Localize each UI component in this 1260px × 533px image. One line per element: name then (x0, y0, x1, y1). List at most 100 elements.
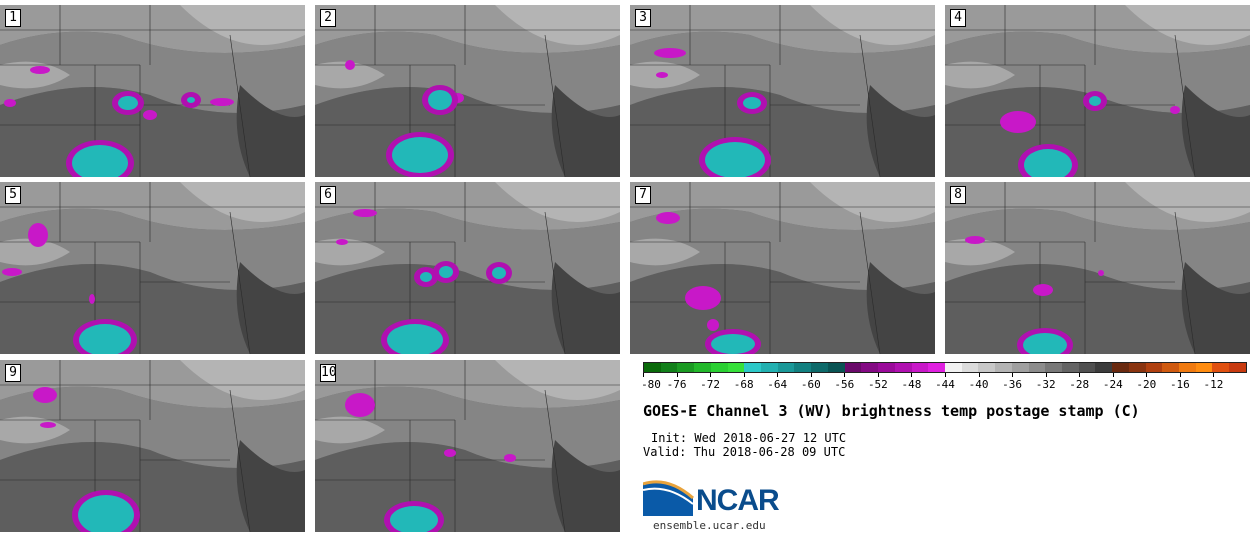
panel-number-label: 3 (635, 9, 651, 27)
wv-shading-region (236, 440, 305, 532)
stamp-panel: 1 (0, 5, 305, 177)
colorbar-tick (777, 373, 779, 377)
cold-cloud-top-region (40, 422, 56, 428)
colorbar-tick-label: -20 (1136, 378, 1157, 391)
brightness-temp-map (315, 360, 620, 532)
colorbar-tick-label: -36 (1002, 378, 1023, 391)
stamp-panel: 3 (630, 5, 935, 177)
stamp-panel: 9 (0, 360, 305, 532)
wv-shading-region (630, 31, 935, 114)
convective-core (1089, 96, 1101, 106)
convective-core (705, 142, 765, 177)
colorbar-tick-label: -24 (1102, 378, 1123, 391)
colorbar-tick (1079, 373, 1081, 377)
wv-shading-region (945, 238, 1015, 266)
wv-shading-region (0, 31, 305, 114)
colorbar-segment (1145, 363, 1163, 372)
colorbar-tick-label: -28 (1069, 378, 1090, 391)
colorbar-segment (744, 363, 762, 372)
colorbar-tick (1045, 373, 1047, 377)
colorbar-tick-label: -80 (641, 378, 661, 391)
wv-shading-region (315, 386, 620, 468)
colorbar-tick (1012, 373, 1014, 377)
colorbar-tick-label: -60 (800, 378, 821, 391)
init-time: Init: Wed 2018-06-27 12 UTC (651, 431, 847, 445)
colorbar-segment (777, 363, 795, 372)
colorbar-tick (911, 373, 913, 377)
colorbar-tick-label: -72 (700, 378, 721, 391)
colorbar-tick (978, 373, 980, 377)
wv-shading-region (1181, 262, 1250, 354)
figure-title: GOES-E Channel 3 (WV) brightness temp po… (643, 402, 1140, 420)
panel-number-label: 6 (320, 186, 336, 204)
colorbar-segment (1179, 363, 1196, 372)
wv-shading-region (1125, 182, 1250, 222)
panel-number-label: 5 (5, 186, 21, 204)
panel-number-label: 10 (320, 364, 337, 382)
colorbar-segment (911, 363, 929, 372)
cold-cloud-top-region (1000, 111, 1036, 133)
colorbar-segment (928, 363, 945, 372)
convective-core (78, 495, 134, 532)
colorbar-tick-label: -12 (1203, 378, 1224, 391)
colorbar-segment (1011, 363, 1029, 372)
convective-core (439, 266, 453, 278)
brightness-temp-map (945, 182, 1250, 354)
colorbar-tick (1146, 373, 1148, 377)
colorbar-tick-label: -16 (1169, 378, 1190, 391)
colorbar-segment (727, 363, 745, 372)
cold-cloud-top-region (444, 449, 456, 457)
colorbar-tick (844, 373, 846, 377)
convective-core (1024, 149, 1072, 177)
colorbar-segment (1128, 363, 1146, 372)
wv-shading-region (236, 85, 305, 177)
colorbar-tick-label: -56 (834, 378, 855, 391)
colorbar-segment (644, 363, 661, 372)
wv-shading-region (315, 416, 385, 444)
colorbar-tick (877, 373, 879, 377)
colorbar-segment (978, 363, 996, 372)
panel-number-label: 2 (320, 9, 336, 27)
colorbar-tick (710, 373, 712, 377)
stamp-panel: 4 (945, 5, 1250, 177)
brightness-temp-map (315, 182, 620, 354)
wv-shading-region (945, 264, 1250, 354)
colorbar-segment (878, 363, 895, 372)
convective-core (420, 272, 432, 282)
wv-shading-region (0, 208, 305, 290)
valid-time: Valid: Thu 2018-06-28 09 UTC (643, 445, 846, 459)
cold-cloud-top-region (1098, 270, 1104, 276)
logo-url: ensemble.ucar.edu (653, 519, 766, 532)
colorbar-segment (1162, 363, 1179, 372)
state-boundary (544, 34, 566, 177)
wv-shading-region (810, 5, 935, 45)
colorbar-segment (1095, 363, 1113, 372)
wv-shading-region (630, 238, 700, 266)
state-boundary (1174, 211, 1196, 354)
convective-core (1023, 333, 1067, 354)
wv-shading-region (180, 182, 305, 222)
colorbar-segment (710, 363, 728, 372)
stamp-panel: 7 (630, 182, 935, 354)
wv-shading-region (1125, 5, 1250, 45)
colorbar-segment (761, 363, 778, 372)
brightness-temp-map (0, 182, 305, 354)
colorbar (643, 362, 1247, 373)
wv-shading-region (0, 61, 70, 89)
convective-core (390, 506, 438, 532)
wv-shading-region (1181, 85, 1250, 177)
colorbar-tick-label: -76 (666, 378, 687, 391)
wv-shading-region (551, 440, 620, 532)
wv-shading-region (945, 61, 1015, 89)
colorbar-segment (844, 363, 862, 372)
stamp-panel: 6 (315, 182, 620, 354)
convective-core (79, 324, 131, 354)
wv-shading-region (866, 85, 935, 177)
colorbar-tick (945, 373, 946, 377)
cold-cloud-top-region (685, 286, 721, 310)
colorbar-segment (944, 363, 962, 372)
wv-shading-region (0, 238, 70, 266)
brightness-temp-map (0, 360, 305, 532)
wv-shading-region (866, 262, 935, 354)
stamp-panel: 2 (315, 5, 620, 177)
